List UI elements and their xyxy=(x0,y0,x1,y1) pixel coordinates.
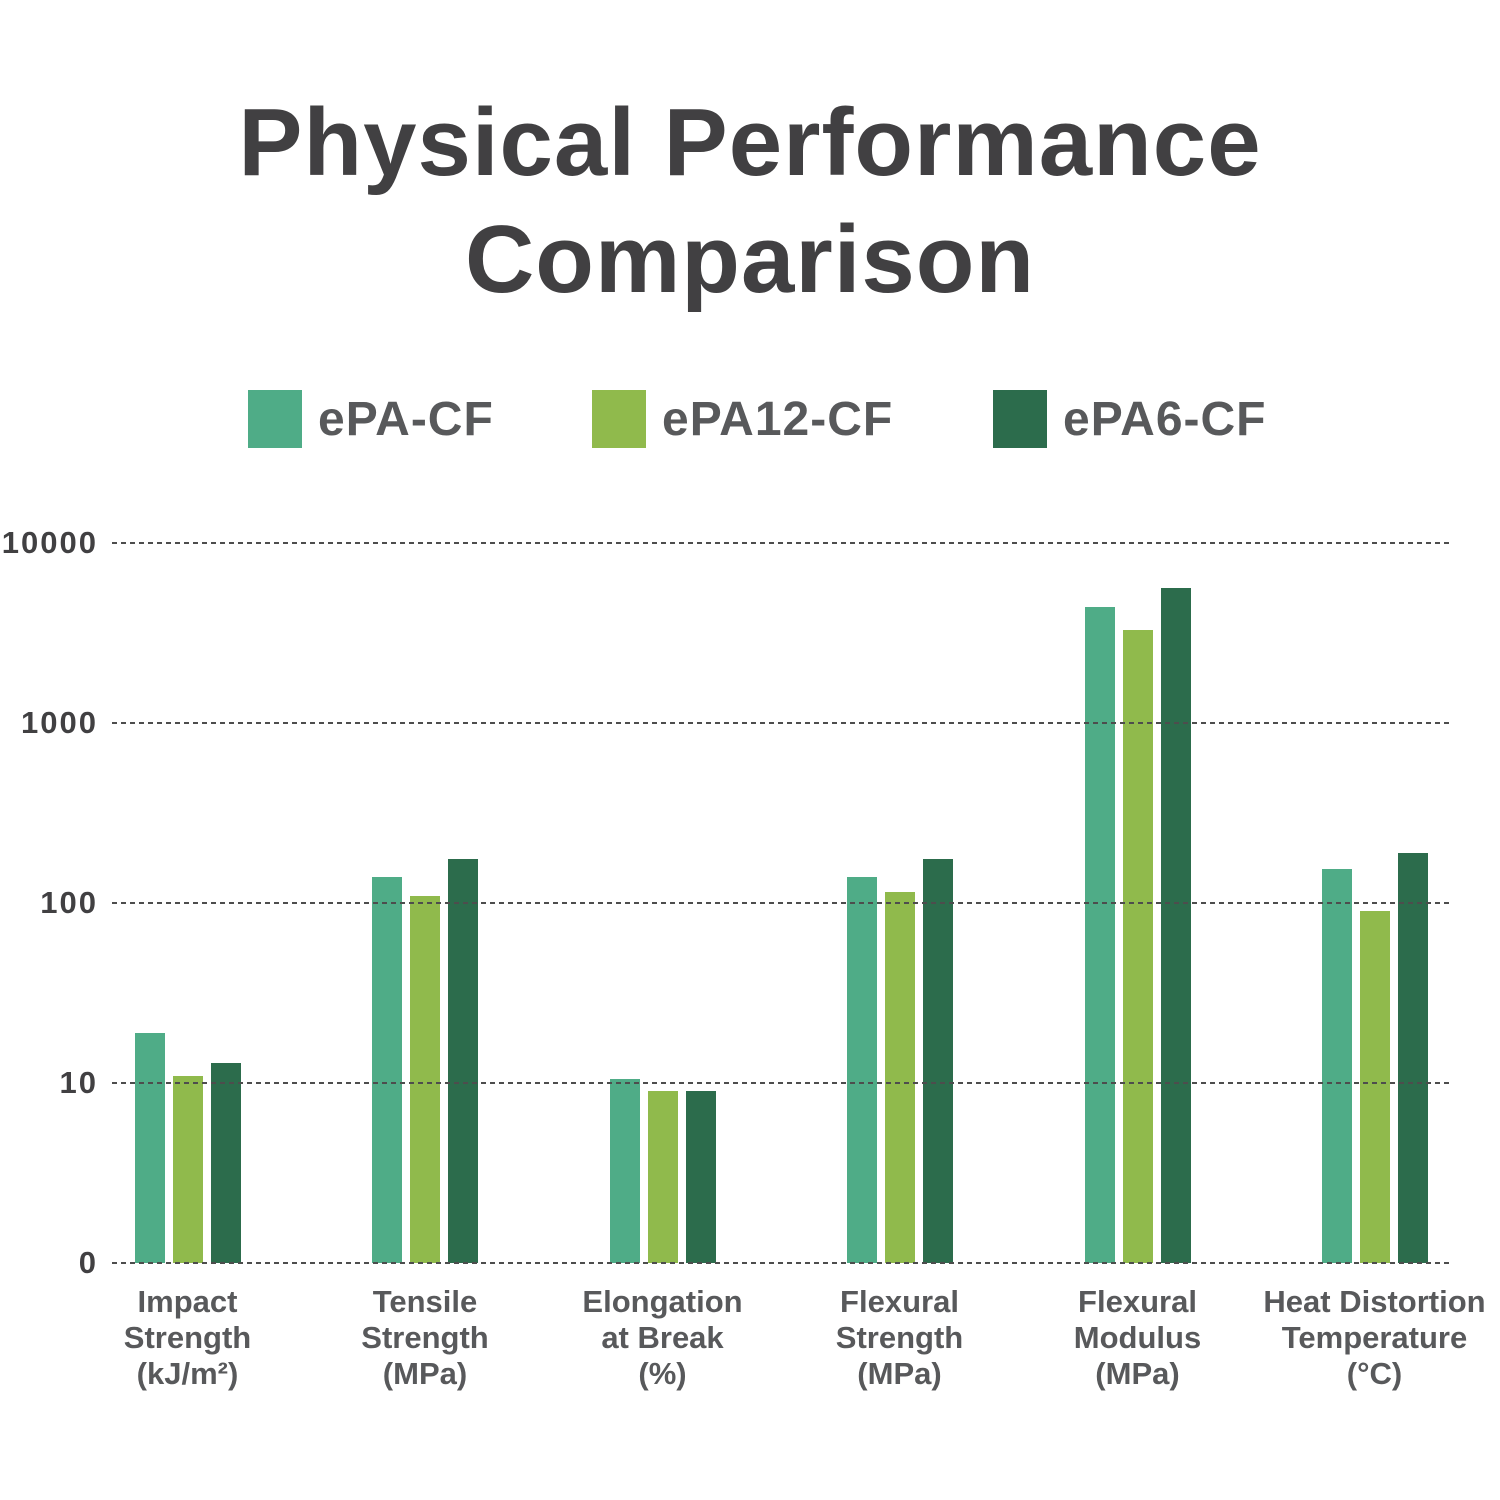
x-label-impact-strength: Impact Strength (kJ/m²) xyxy=(38,1284,338,1392)
x-label-line: Strength xyxy=(123,1320,252,1355)
y-tick-100: 100 xyxy=(40,885,98,920)
x-label-line: at Break xyxy=(601,1320,724,1355)
x-label-line: Strength xyxy=(361,1320,489,1355)
y-tick-1000: 1000 xyxy=(21,705,98,740)
gridline-0 xyxy=(112,1262,1452,1264)
bar-ePA6-CF-tensile-strength xyxy=(448,859,478,1263)
bar-ePA6-CF-flexural-modulus xyxy=(1160,588,1191,1263)
y-axis: 0 10 100 1000 10000 xyxy=(0,525,98,1280)
x-label-line: (°C) xyxy=(1346,1356,1403,1391)
bar-group-elongation-at-break xyxy=(609,1079,716,1263)
gridline-1000 xyxy=(112,722,1452,724)
x-label-line: Tensile xyxy=(372,1284,478,1319)
x-label-line: (MPa) xyxy=(1095,1356,1180,1391)
bar-ePA12-CF-flexural-modulus xyxy=(1122,629,1153,1263)
x-label-line: (%) xyxy=(638,1356,687,1391)
x-label-line: Flexural xyxy=(1078,1284,1197,1319)
bar-group-tensile-strength xyxy=(372,859,478,1263)
x-label-elongation-at-break: Elongation at Break (%) xyxy=(513,1284,813,1392)
legend-swatch-epa12-cf xyxy=(592,390,646,448)
legend-item-epa-cf: ePA-CF xyxy=(248,390,494,448)
bar-ePA-CF-impact-strength xyxy=(134,1032,165,1263)
bar-ePA6-CF-heat-distortion xyxy=(1397,852,1428,1263)
bar-ePA-CF-tensile-strength xyxy=(372,876,402,1263)
bar-ePA12-CF-impact-strength xyxy=(172,1075,203,1263)
bar-group-flexural-strength xyxy=(846,859,953,1263)
x-label-line: Flexural xyxy=(840,1284,959,1319)
x-label-line: Elongation xyxy=(582,1284,743,1319)
x-label-heat-distortion: Heat Distortion Temperature (°C) xyxy=(1225,1284,1500,1392)
plot-area xyxy=(112,542,1452,1264)
x-label-flexural-strength: Flexural Strength (MPa) xyxy=(750,1284,1050,1392)
chart-title-line1: Physical Performance xyxy=(238,89,1262,196)
bar-group-impact-strength xyxy=(134,1032,241,1263)
x-label-line: Heat Distortion xyxy=(1263,1284,1486,1319)
bar-group-heat-distortion xyxy=(1321,852,1428,1263)
x-label-line: (MPa) xyxy=(382,1356,468,1391)
x-label-line: Modulus xyxy=(1073,1320,1202,1355)
legend-label-epa-cf: ePA-CF xyxy=(318,392,494,446)
gridline-10000 xyxy=(112,542,1452,544)
bar-ePA6-CF-impact-strength xyxy=(210,1062,241,1263)
gridline-100 xyxy=(112,902,1452,904)
x-label-tensile-strength: Tensile Strength (MPa) xyxy=(275,1284,575,1392)
bar-ePA12-CF-tensile-strength xyxy=(410,895,440,1263)
legend-item-epa6-cf: ePA6-CF xyxy=(993,390,1266,448)
legend-label-epa6-cf: ePA6-CF xyxy=(1063,392,1267,446)
legend-item-epa12-cf: ePA12-CF xyxy=(592,390,893,448)
bar-ePA-CF-heat-distortion xyxy=(1321,868,1352,1263)
x-label-line: Impact xyxy=(137,1284,238,1319)
bar-ePA6-CF-elongation-at-break xyxy=(685,1091,716,1263)
legend-swatch-epa6-cf xyxy=(993,390,1047,448)
bar-ePA6-CF-flexural-strength xyxy=(922,859,953,1263)
legend-label-epa12-cf: ePA12-CF xyxy=(662,392,894,446)
bar-ePA-CF-flexural-strength xyxy=(846,876,877,1263)
x-label-flexural-modulus: Flexural Modulus (MPa) xyxy=(988,1284,1288,1392)
chart-title: Physical Performance Comparison xyxy=(0,84,1500,318)
legend-swatch-epa-cf xyxy=(248,390,302,448)
bar-ePA-CF-flexural-modulus xyxy=(1084,607,1115,1263)
gridline-10 xyxy=(112,1082,1452,1084)
x-label-line: Temperature xyxy=(1281,1320,1468,1355)
bar-ePA12-CF-elongation-at-break xyxy=(647,1091,678,1263)
x-label-line: (MPa) xyxy=(857,1356,942,1391)
y-tick-10000: 10000 xyxy=(1,525,98,560)
bar-ePA-CF-elongation-at-break xyxy=(609,1079,640,1263)
x-label-line: Strength xyxy=(835,1320,964,1355)
bar-ePA12-CF-flexural-strength xyxy=(884,892,915,1263)
y-tick-10: 10 xyxy=(59,1065,98,1100)
chart-title-line2: Comparison xyxy=(464,206,1036,313)
y-tick-0: 0 xyxy=(78,1245,98,1280)
bar-group-flexural-modulus xyxy=(1084,588,1191,1263)
x-label-line: (kJ/m²) xyxy=(136,1356,239,1391)
bar-ePA12-CF-heat-distortion xyxy=(1359,911,1390,1263)
